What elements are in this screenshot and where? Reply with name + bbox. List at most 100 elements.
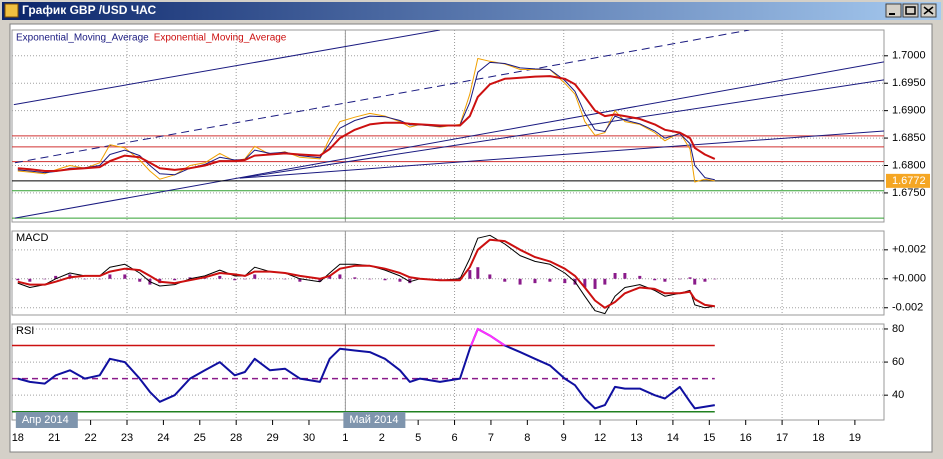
histogram-bar: [368, 278, 372, 280]
window-icon: [4, 3, 19, 18]
histogram-bar: [438, 278, 442, 280]
y-tick-label: 1.7000: [892, 50, 926, 62]
series-line: [17, 238, 715, 309]
plot-group: [16, 234, 717, 315]
series-line: [17, 75, 716, 172]
histogram-bar: [488, 274, 492, 279]
histogram-bar: [123, 274, 127, 279]
series-line: [17, 234, 715, 315]
month-label-box: [343, 412, 406, 428]
x-tick-label: 12: [594, 432, 606, 444]
histogram-bar: [713, 278, 717, 280]
histogram-bar: [268, 278, 272, 280]
histogram-bar: [638, 275, 642, 279]
histogram-bar: [703, 278, 707, 282]
histogram-bar: [593, 278, 597, 289]
histogram-bar: [83, 278, 87, 280]
x-tick-label: 5: [415, 432, 421, 444]
histogram-bar: [693, 278, 697, 285]
histogram-bar: [318, 278, 322, 282]
histogram-bar: [503, 278, 507, 282]
panel-label: MACD: [16, 232, 48, 244]
x-tick-label: 14: [667, 432, 679, 444]
histogram-bar: [328, 275, 332, 279]
histogram-bar: [283, 278, 287, 280]
panel-label: RSI: [16, 325, 34, 337]
histogram-bar: [533, 278, 537, 284]
x-tick-label: 9: [561, 432, 567, 444]
histogram-bar: [583, 278, 587, 288]
x-tick-label: 18: [812, 432, 824, 444]
trend-line: [14, 61, 884, 219]
x-tick-label: 16: [740, 432, 752, 444]
window-title: График GBP /USD ЧАС: [22, 3, 156, 17]
histogram-bar: [173, 278, 177, 281]
histogram-bar: [233, 278, 237, 281]
histogram-bar: [98, 278, 102, 280]
x-tick-label: 2: [379, 432, 385, 444]
last-price-box: [886, 173, 930, 188]
panel-frame: [11, 323, 885, 421]
x-tick-label: 28: [230, 432, 242, 444]
minimize-button[interactable]: [885, 3, 902, 18]
histogram-bar: [353, 277, 357, 279]
x-tick-label: 24: [157, 432, 169, 444]
histogram-bar: [28, 278, 32, 282]
histogram-bar: [563, 278, 567, 284]
histogram-bar: [218, 275, 222, 279]
histogram-bar: [383, 278, 387, 281]
maximize-glyph: [905, 6, 916, 15]
window-buttons: [885, 3, 937, 18]
y-tick-label: 1.6800: [892, 159, 926, 171]
close-glyph: [923, 6, 934, 15]
histogram-bar: [518, 278, 522, 285]
y-tick-label: +0.002: [892, 244, 926, 256]
y-tick-label: 40: [892, 389, 904, 401]
histogram-bar: [188, 277, 192, 279]
histogram-bar: [688, 277, 692, 279]
histogram-bar: [338, 274, 342, 279]
x-tick-label: 13: [630, 432, 642, 444]
histogram-bar: [603, 278, 607, 285]
histogram-bar: [54, 275, 58, 279]
y-tick-label: 1.6750: [892, 187, 926, 199]
x-tick-label: 6: [451, 432, 457, 444]
histogram-bar: [653, 278, 657, 281]
x-tick-label: 23: [121, 432, 133, 444]
histogram-bar: [16, 278, 20, 281]
histogram-bar: [398, 278, 402, 282]
plot-group: [17, 327, 715, 410]
y-tick-label: 1.6850: [892, 132, 926, 144]
month-label: Апр 2014: [22, 414, 69, 426]
trend-line: [13, 30, 441, 106]
x-tick-label: 1: [342, 432, 348, 444]
series-line: [17, 61, 715, 181]
histogram-bar: [253, 274, 257, 279]
histogram-bar: [468, 270, 472, 279]
y-tick-label: 1.6900: [892, 105, 926, 117]
histogram-bar: [678, 278, 682, 280]
x-tick-label: 18: [12, 432, 24, 444]
histogram-bar: [663, 278, 667, 282]
x-tick-label: 29: [266, 432, 278, 444]
x-tick-label: 8: [524, 432, 530, 444]
histogram-bar: [108, 274, 112, 279]
trend-line: [239, 130, 884, 179]
histogram-bar: [138, 278, 142, 282]
plot-group: [12, 30, 884, 219]
legend-entry: Exponential_Moving_Average: [154, 33, 287, 44]
x-tick-label: 25: [194, 432, 206, 444]
histogram-bar: [613, 273, 617, 279]
x-tick-label: 7: [488, 432, 494, 444]
panel-frame: [11, 230, 885, 316]
x-tick-label: 17: [776, 432, 788, 444]
x-tick-label: 22: [84, 432, 96, 444]
y-tick-label: 80: [892, 323, 904, 335]
legend-entry: Exponential_Moving_Average: [16, 33, 149, 44]
trend-line: [239, 79, 884, 179]
y-tick-label: 60: [892, 356, 904, 368]
y-tick-label: +0.000: [892, 273, 926, 285]
trend-line: [14, 30, 750, 164]
